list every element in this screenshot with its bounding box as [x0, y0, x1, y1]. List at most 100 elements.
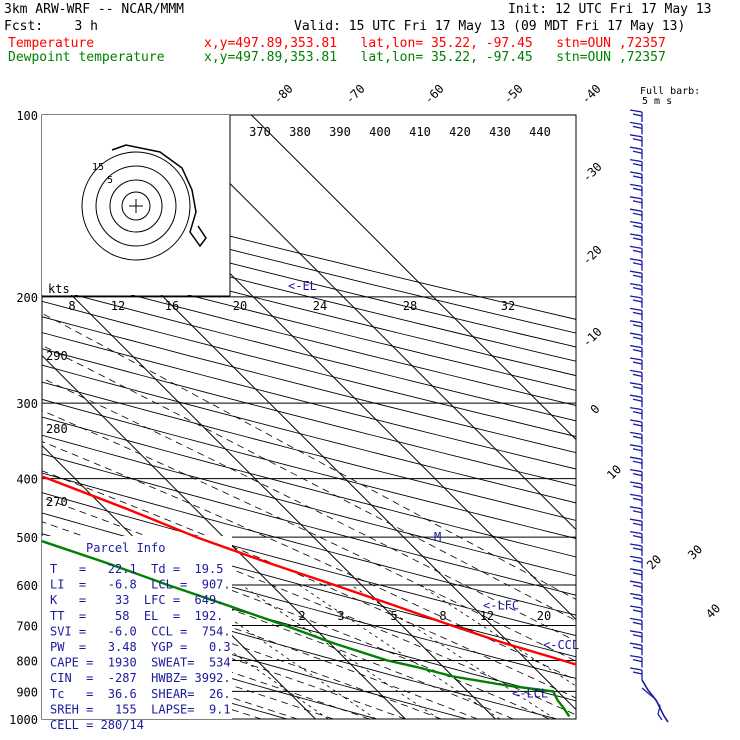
- theta-label: 440: [529, 125, 551, 139]
- parcel-info-row: CAPE = 1930 SWEAT= 534: [50, 656, 231, 670]
- parcel-info-row: T = 22.1 Td = 19.5: [50, 562, 223, 576]
- barb-key-unit: 5 m s: [642, 96, 672, 107]
- temperature-legend-label: Temperature: [8, 36, 95, 51]
- svg-text:5: 5: [107, 175, 113, 186]
- dry-adiabat-line: [42, 316, 576, 454]
- theta-label: 370: [249, 125, 271, 139]
- isotherm-label: 20: [644, 552, 664, 572]
- isotherm-line: [251, 115, 576, 441]
- forecast-hour: Fcst: 3 h: [4, 19, 98, 34]
- theta-label: 390: [329, 125, 351, 139]
- pressure-tick-label: 900: [16, 685, 38, 699]
- dry-adiabat-line: [42, 332, 576, 470]
- dry-adiabat-line: [42, 599, 468, 719]
- moist-adiabat-line: [42, 521, 550, 719]
- dry-adiabat-line: [42, 348, 576, 487]
- parcel-info-row: LI = -6.8 LCL = 907.: [50, 578, 231, 592]
- hodograph-ring-label: 280: [46, 422, 68, 436]
- hodograph-ring: [95, 165, 177, 247]
- plot-frame: [41, 114, 577, 720]
- model-title: 3km ARW-WRF -- NCAR/MMM: [4, 2, 185, 17]
- isotherm-label: -20: [580, 243, 605, 268]
- dry-adiabat-line: [42, 285, 576, 422]
- dry-adiabat-line: [42, 434, 576, 577]
- temperature-profile: [42, 475, 576, 666]
- dry-adiabat-line: [42, 453, 576, 596]
- hodograph-ring-label: 290: [46, 349, 68, 363]
- pressure-tick-label: 400: [16, 473, 38, 487]
- dry-adiabat-line: [42, 242, 576, 377]
- isotherm-label: -70: [343, 82, 368, 107]
- pressure-tick-label: 600: [16, 579, 38, 593]
- pressure-tick-label: 700: [16, 619, 38, 633]
- mixing-ratio-label: 3: [337, 609, 344, 623]
- dry-adiabat-line: [42, 472, 576, 616]
- isotherm-label: 10: [604, 462, 624, 482]
- hodograph-speed-label: 28: [403, 299, 417, 313]
- mixing-ratio-label: 8: [439, 609, 446, 623]
- hodograph-ring: [109, 179, 163, 233]
- mixing-ratio-line: [298, 584, 501, 719]
- dry-adiabat-line: [42, 228, 576, 362]
- theta-label: 400: [369, 125, 391, 139]
- parcel-info-row: TT = 58 EL = 192.: [50, 609, 223, 623]
- pressure-tick-label: 200: [16, 291, 38, 305]
- dry-adiabat-line: [42, 256, 576, 391]
- pressure-tick-label: 100: [16, 109, 38, 123]
- isotherm-line: [161, 115, 576, 531]
- hodograph-ring: [121, 191, 151, 221]
- dry-adiabat-line: [42, 576, 558, 719]
- parcel-info-row: K = 33 LFC = 649.: [50, 593, 223, 607]
- mixing-ratio-label: 5: [390, 609, 397, 623]
- hodograph-speed-label: 24: [313, 299, 327, 313]
- theta-label: 420: [449, 125, 471, 139]
- barb-key-title: Full barb:: [640, 86, 700, 97]
- hodograph-unit-label: kts: [48, 282, 70, 296]
- hodograph-inset: 155: [42, 115, 231, 297]
- hodograph-speed-label: 32: [501, 299, 515, 313]
- isotherm-label: 30: [685, 542, 705, 562]
- isotherm-label: -30: [580, 160, 605, 185]
- theta-label: 430: [489, 125, 511, 139]
- dewpoint-legend-info: x,y=497.89,353.81 lat,lon= 35.22, -97.45…: [204, 50, 666, 65]
- isotherm-label: 40: [703, 601, 723, 621]
- isotherm-label: 0: [588, 402, 603, 417]
- valid-time: Valid: 15 UTC Fri 17 May 13 (09 MDT Fri …: [294, 19, 686, 34]
- parcel-info-row: Tc = 36.6 SHEAR= 26.: [50, 687, 231, 701]
- svg-text:15: 15: [92, 162, 104, 173]
- theta-label: 380: [289, 125, 311, 139]
- hodograph-speed-label: 12: [111, 299, 125, 313]
- hodograph-speed-label: 16: [165, 299, 179, 313]
- parcel-info-title: Parcel Info: [86, 541, 165, 555]
- mixing-ratio-line: [419, 584, 576, 687]
- dry-adiabat-line: [42, 300, 576, 438]
- isotherm-line: [42, 264, 496, 719]
- parcel-info-row: SVI = -6.0 CCL = 754.: [50, 624, 231, 638]
- isotherm-label: -40: [579, 82, 604, 107]
- isotherm-label: -80: [271, 82, 296, 107]
- level-marker: <-LCL: [512, 686, 548, 700]
- mixing-ratio-label: 20: [537, 609, 551, 623]
- mixing-ratio-label: 12: [480, 609, 494, 623]
- pressure-tick-label: 500: [16, 531, 38, 545]
- wind-barbs: [629, 109, 669, 723]
- dewpoint-legend-label: Dewpoint temperature: [8, 50, 165, 65]
- mixing-ratio-line: [241, 584, 440, 719]
- temperature-legend-info: x,y=497.89,353.81 lat,lon= 35.22, -97.45…: [204, 36, 666, 51]
- theta-label: 410: [409, 125, 431, 139]
- hodograph-ring-label: 270: [46, 495, 68, 509]
- level-marker: <-CCL: [543, 638, 579, 652]
- isotherm-label: -50: [501, 82, 526, 107]
- level-marker: <-LFC: [483, 599, 519, 613]
- hodograph-trace: [111, 144, 207, 248]
- dewpoint-profile: [42, 539, 571, 718]
- level-marker: <-EL: [288, 279, 317, 293]
- parcel-marker: M: [434, 530, 441, 544]
- parcel-info-row: CIN = -287 HWBZ= 3992.: [50, 671, 231, 685]
- mixing-ratio-label: 2: [298, 609, 305, 623]
- dry-adiabat-line: [42, 492, 576, 637]
- parcel-info-row: SREH = 155 LAPSE= 9.1: [50, 702, 231, 716]
- pressure-tick-label: 1000: [9, 713, 38, 727]
- hodograph-speed-label: 8: [68, 299, 75, 313]
